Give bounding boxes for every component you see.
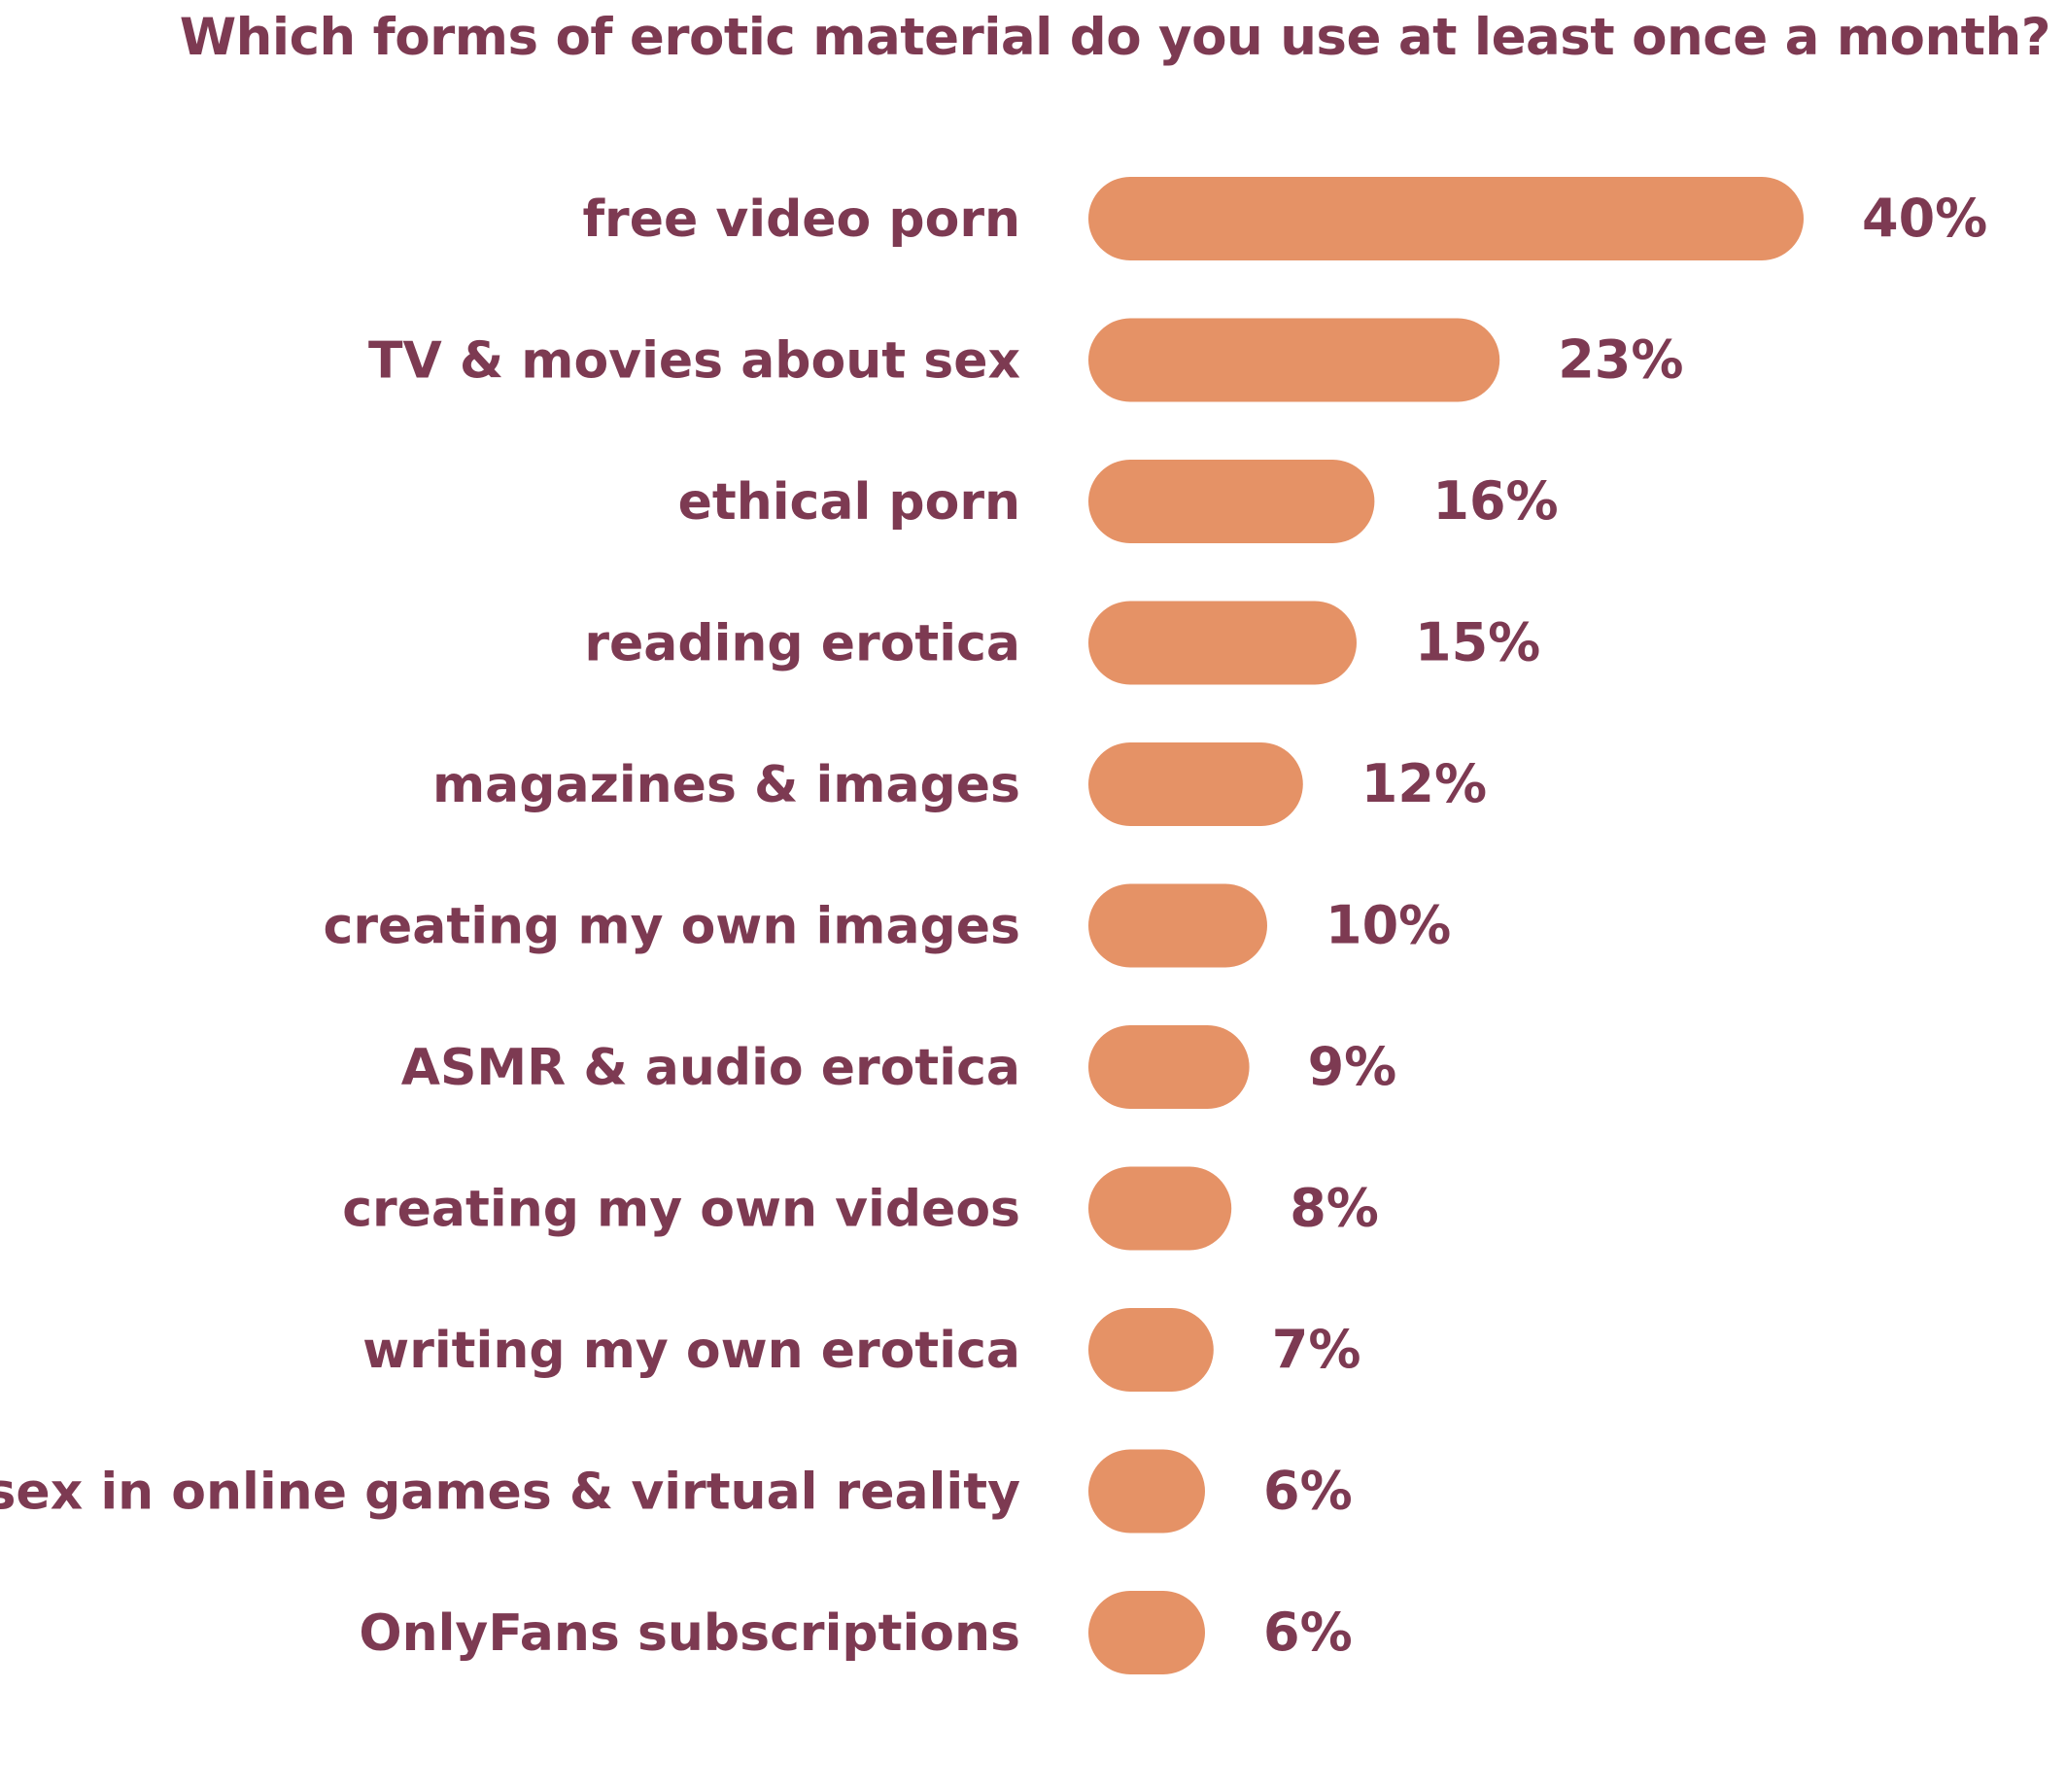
category-label: creating my own images (324, 898, 1020, 956)
category-label: creating my own videos (342, 1181, 1020, 1239)
value-label: 7% (1272, 1319, 1361, 1380)
bar-row: free video porn 40% (582, 177, 1987, 260)
category-label: sex in online games & virtual reality (0, 1464, 1020, 1522)
category-label: reading erotica (584, 615, 1020, 673)
chart-title: Which forms of erotic material do you us… (179, 8, 2051, 67)
category-label: ASMR & audio erotica (401, 1039, 1020, 1097)
bar (1088, 460, 1375, 543)
bar (1088, 1166, 1232, 1251)
bar (1088, 1308, 1214, 1392)
bar (1088, 742, 1303, 826)
bar (1088, 1025, 1250, 1109)
value-label: 16% (1432, 470, 1558, 532)
bar (1088, 318, 1500, 402)
bar (1088, 883, 1267, 968)
bar-row: ASMR & audio erotica 9% (401, 1025, 1397, 1109)
bar-row: writing my own erotica 7% (362, 1308, 1360, 1392)
bar (1088, 1591, 1205, 1674)
bar-row: sex in online games & virtual reality 6% (0, 1449, 1353, 1534)
value-label: 6% (1263, 1461, 1353, 1522)
value-label: 12% (1361, 753, 1487, 814)
bar-row: creating my own videos 8% (342, 1166, 1379, 1251)
value-label: 23% (1558, 329, 1683, 391)
bar-row: OnlyFans subscriptions 6% (359, 1591, 1353, 1674)
value-label: 10% (1326, 895, 1451, 956)
category-label: TV & movies about sex (368, 332, 1020, 391)
bar (1088, 177, 1804, 260)
value-label: 6% (1263, 1602, 1353, 1663)
category-label: ethical porn (678, 473, 1020, 532)
category-label: OnlyFans subscriptions (359, 1604, 1020, 1663)
category-label: free video porn (582, 190, 1020, 249)
value-label: 9% (1308, 1036, 1397, 1097)
bar (1088, 1449, 1205, 1534)
bar-row: TV & movies about sex 23% (368, 318, 1683, 402)
bar-row: magazines & images 12% (432, 742, 1487, 826)
bar-row: creating my own images 10% (324, 883, 1451, 968)
category-label: writing my own erotica (362, 1322, 1020, 1380)
bar (1088, 601, 1357, 685)
category-label: magazines & images (432, 756, 1020, 814)
value-label: 8% (1290, 1178, 1379, 1239)
value-label: 40% (1862, 188, 1987, 249)
value-label: 15% (1415, 612, 1540, 673)
bar-row: reading erotica 15% (584, 601, 1540, 685)
bar-row: ethical porn 16% (678, 460, 1559, 543)
